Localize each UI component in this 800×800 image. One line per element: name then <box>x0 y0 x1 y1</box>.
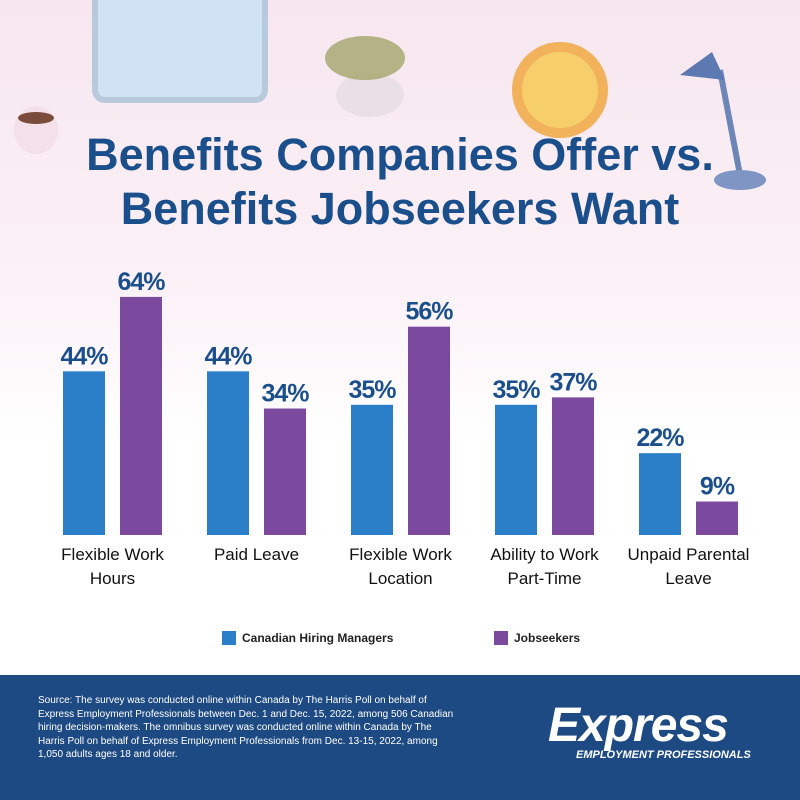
lamp-decor <box>717 69 743 176</box>
value-label: 64% <box>117 268 165 296</box>
lamp-head-decor <box>680 52 725 80</box>
bar <box>207 371 249 535</box>
bar <box>63 371 105 535</box>
x-tick-label: Flexible Work Hours <box>61 545 164 588</box>
value-label: 44% <box>60 342 108 370</box>
value-label: 37% <box>549 368 597 396</box>
bar <box>552 397 594 535</box>
bar <box>696 501 738 535</box>
legend-swatch <box>494 631 508 645</box>
x-tick-label: Ability to Work Part-Time <box>490 545 599 588</box>
value-label: 35% <box>348 376 396 404</box>
legend-label: Canadian Hiring Managers <box>242 631 394 645</box>
value-label: 35% <box>492 376 540 404</box>
value-label: 56% <box>405 298 453 326</box>
chart-title: Benefits Companies Offer vs. Benefits Jo… <box>86 129 714 234</box>
bar <box>120 296 162 535</box>
bar <box>351 404 393 535</box>
value-label: 9% <box>700 473 735 501</box>
x-tick-label: Paid Leave <box>213 545 300 564</box>
pot-decor <box>336 73 404 117</box>
logo-brand: Express <box>548 699 729 752</box>
bar <box>639 453 681 535</box>
laptop-decor <box>92 0 268 103</box>
coffee-decor <box>18 112 54 124</box>
bar <box>408 326 450 535</box>
x-tick-label: Unpaid Parental Leave <box>627 545 750 588</box>
plant-decor <box>325 36 405 80</box>
source-note: Source: The survey was conducted online … <box>38 695 454 761</box>
legend-label: Jobseekers <box>514 631 581 645</box>
logo-tagline: EMPLOYMENT PROFESSIONALS <box>576 749 751 761</box>
footer <box>0 675 800 800</box>
value-label: 22% <box>636 424 684 452</box>
legend-entry: Canadian Hiring Managers <box>222 631 393 645</box>
legend-entry: Jobseekers <box>494 631 580 645</box>
bar <box>264 408 306 535</box>
legend-swatch <box>222 631 236 645</box>
value-label: 44% <box>204 342 252 370</box>
x-tick-label: Flexible Work Location <box>349 545 452 588</box>
lamp-base-decor <box>714 170 766 190</box>
value-label: 34% <box>261 380 309 408</box>
bar <box>495 404 537 535</box>
pizza-cheese-decor <box>522 52 598 128</box>
